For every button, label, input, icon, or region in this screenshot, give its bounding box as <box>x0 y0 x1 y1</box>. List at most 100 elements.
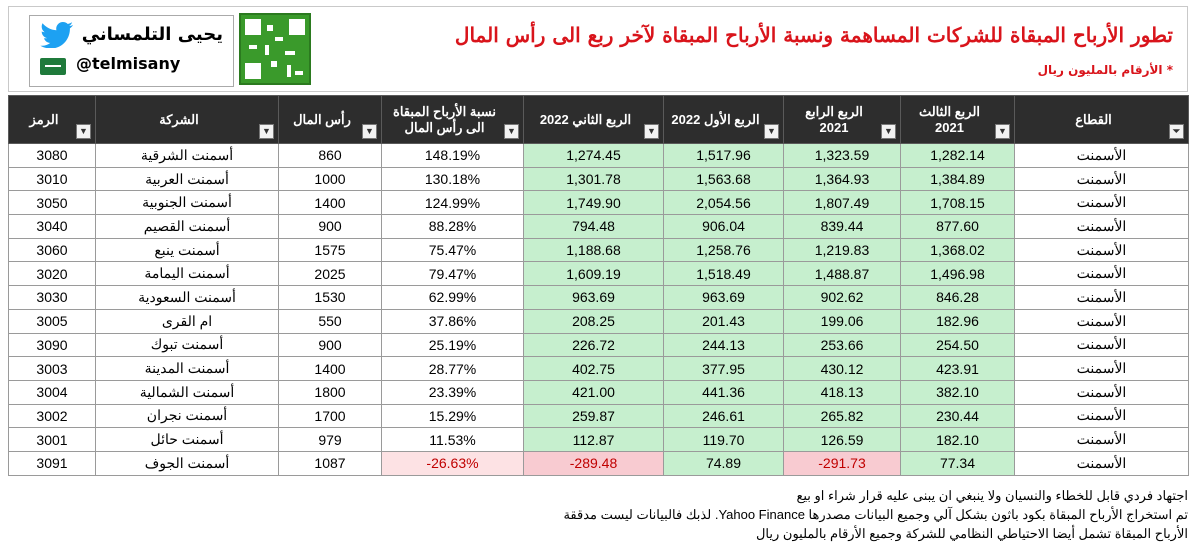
cell-capital[interactable]: 1400 <box>278 356 382 381</box>
column-header-symbol[interactable]: الرمز ▼ <box>8 95 96 144</box>
cell-capital[interactable]: 1400 <box>278 190 382 216</box>
cell-ratio[interactable]: 15.29% <box>381 403 524 429</box>
cell-ratio[interactable]: 11.53% <box>381 427 524 452</box>
cell-q2-2022[interactable]: 208.25 <box>523 308 664 334</box>
table-row[interactable]: 3091 أسمنت الجوف 1087 -26.63% -289.48 74.89 -2… <box>8 450 1189 476</box>
cell-company[interactable]: أسمنت الشمالية <box>95 379 279 405</box>
filter-dropdown-icon[interactable]: ▼ <box>259 124 274 139</box>
cell-company[interactable]: ام القرى <box>95 308 279 334</box>
table-row[interactable]: 3080 أسمنت الشرقية 860 148.19% 1,274.45 1,517… <box>8 143 1189 168</box>
cell-q3-2021[interactable]: 382.10 <box>900 379 1015 405</box>
cell-q1-2022[interactable]: 377.95 <box>663 356 784 381</box>
table-row[interactable]: 3010 أسمنت العربية 1000 130.18% 1,301.78 1,56… <box>8 166 1189 192</box>
cell-symbol[interactable]: 3010 <box>8 166 96 192</box>
cell-capital[interactable]: 1087 <box>278 450 382 476</box>
cell-q4-2021[interactable]: -291.73 <box>783 450 901 476</box>
cell-ratio[interactable]: 88.28% <box>381 214 524 239</box>
cell-sector[interactable]: الأسمنت <box>1014 450 1189 476</box>
cell-sector[interactable]: الأسمنت <box>1014 190 1189 216</box>
column-header-capital[interactable]: رأس المال ▼ <box>278 95 382 144</box>
cell-q4-2021[interactable]: 430.12 <box>783 356 901 381</box>
cell-q1-2022[interactable]: 246.61 <box>663 403 784 429</box>
column-header-q2-2022[interactable]: الربع الثاني 2022 ▼ <box>523 95 664 144</box>
cell-q4-2021[interactable]: 1,807.49 <box>783 190 901 216</box>
cell-q2-2022[interactable]: 1,188.68 <box>523 237 664 263</box>
cell-q2-2022[interactable]: 226.72 <box>523 332 664 358</box>
cell-q1-2022[interactable]: 1,258.76 <box>663 237 784 263</box>
cell-symbol[interactable]: 3003 <box>8 356 96 381</box>
cell-sector[interactable]: الأسمنت <box>1014 403 1189 429</box>
cell-ratio[interactable]: 124.99% <box>381 190 524 216</box>
cell-symbol[interactable]: 3060 <box>8 237 96 263</box>
cell-q3-2021[interactable]: 182.96 <box>900 308 1015 334</box>
cell-ratio[interactable]: 148.19% <box>381 143 524 168</box>
cell-q4-2021[interactable]: 199.06 <box>783 308 901 334</box>
cell-q1-2022[interactable]: 1,563.68 <box>663 166 784 192</box>
cell-symbol[interactable]: 3091 <box>8 450 96 476</box>
filter-dropdown-icon[interactable]: ▼ <box>362 124 377 139</box>
cell-q3-2021[interactable]: 1,708.15 <box>900 190 1015 216</box>
cell-q2-2022[interactable]: 1,609.19 <box>523 261 664 287</box>
cell-sector[interactable]: الأسمنت <box>1014 427 1189 452</box>
cell-q1-2022[interactable]: 441.36 <box>663 379 784 405</box>
cell-q2-2022[interactable]: 1,749.90 <box>523 190 664 216</box>
cell-symbol[interactable]: 3080 <box>8 143 96 168</box>
cell-capital[interactable]: 979 <box>278 427 382 452</box>
cell-q2-2022[interactable]: 1,301.78 <box>523 166 664 192</box>
cell-capital[interactable]: 2025 <box>278 261 382 287</box>
cell-q2-2022[interactable]: 259.87 <box>523 403 664 429</box>
cell-sector[interactable]: الأسمنت <box>1014 166 1189 192</box>
cell-q4-2021[interactable]: 839.44 <box>783 214 901 239</box>
cell-company[interactable]: أسمنت العربية <box>95 166 279 192</box>
table-row[interactable]: 3050 أسمنت الجنوبية 1400 124.99% 1,749.90 2,0… <box>8 190 1189 216</box>
cell-company[interactable]: أسمنت المدينة <box>95 356 279 381</box>
table-row[interactable]: 3005 ام القرى 550 37.86% 208.25 201.43 199.06 1… <box>8 308 1189 334</box>
table-row[interactable]: 3004 أسمنت الشمالية 1800 23.39% 421.00 441.36… <box>8 379 1189 405</box>
column-header-q3-2021[interactable]: الربع الثالث 2021 ▼ <box>900 95 1015 144</box>
filter-dropdown-icon[interactable]: ▼ <box>76 124 91 139</box>
cell-capital[interactable]: 550 <box>278 308 382 334</box>
cell-symbol[interactable]: 3005 <box>8 308 96 334</box>
cell-q3-2021[interactable]: 877.60 <box>900 214 1015 239</box>
cell-sector[interactable]: الأسمنت <box>1014 237 1189 263</box>
cell-q4-2021[interactable]: 902.62 <box>783 285 901 310</box>
cell-sector[interactable]: الأسمنت <box>1014 308 1189 334</box>
cell-q1-2022[interactable]: 244.13 <box>663 332 784 358</box>
cell-company[interactable]: أسمنت القصيم <box>95 214 279 239</box>
cell-ratio[interactable]: 130.18% <box>381 166 524 192</box>
cell-company[interactable]: أسمنت تبوك <box>95 332 279 358</box>
cell-q4-2021[interactable]: 1,323.59 <box>783 143 901 168</box>
cell-q4-2021[interactable]: 253.66 <box>783 332 901 358</box>
cell-q1-2022[interactable]: 2,054.56 <box>663 190 784 216</box>
cell-ratio[interactable]: 62.99% <box>381 285 524 310</box>
cell-q1-2022[interactable]: 906.04 <box>663 214 784 239</box>
cell-q2-2022[interactable]: 112.87 <box>523 427 664 452</box>
cell-q1-2022[interactable]: 963.69 <box>663 285 784 310</box>
column-header-company[interactable]: الشركة ▼ <box>95 95 279 144</box>
cell-q3-2021[interactable]: 846.28 <box>900 285 1015 310</box>
cell-q3-2021[interactable]: 1,384.89 <box>900 166 1015 192</box>
table-row[interactable]: 3040 أسمنت القصيم 900 88.28% 794.48 906.04 839… <box>8 214 1189 239</box>
cell-q2-2022[interactable]: 963.69 <box>523 285 664 310</box>
table-row[interactable]: 3090 أسمنت تبوك 900 25.19% 226.72 244.13 253.6… <box>8 332 1189 358</box>
cell-capital[interactable]: 900 <box>278 332 382 358</box>
cell-capital[interactable]: 1000 <box>278 166 382 192</box>
cell-symbol[interactable]: 3050 <box>8 190 96 216</box>
cell-sector[interactable]: الأسمنت <box>1014 332 1189 358</box>
filter-dropdown-icon[interactable]: ▼ <box>764 124 779 139</box>
cell-company[interactable]: أسمنت السعودية <box>95 285 279 310</box>
cell-ratio[interactable]: 75.47% <box>381 237 524 263</box>
cell-capital[interactable]: 1800 <box>278 379 382 405</box>
cell-q1-2022[interactable]: 201.43 <box>663 308 784 334</box>
cell-company[interactable]: أسمنت الشرقية <box>95 143 279 168</box>
cell-q4-2021[interactable]: 126.59 <box>783 427 901 452</box>
cell-q4-2021[interactable]: 265.82 <box>783 403 901 429</box>
cell-q3-2021[interactable]: 1,282.14 <box>900 143 1015 168</box>
cell-company[interactable]: أسمنت الجنوبية <box>95 190 279 216</box>
cell-q3-2021[interactable]: 423.91 <box>900 356 1015 381</box>
cell-sector[interactable]: الأسمنت <box>1014 285 1189 310</box>
cell-q3-2021[interactable]: 254.50 <box>900 332 1015 358</box>
cell-sector[interactable]: الأسمنت <box>1014 214 1189 239</box>
cell-q3-2021[interactable]: 230.44 <box>900 403 1015 429</box>
cell-ratio[interactable]: 79.47% <box>381 261 524 287</box>
